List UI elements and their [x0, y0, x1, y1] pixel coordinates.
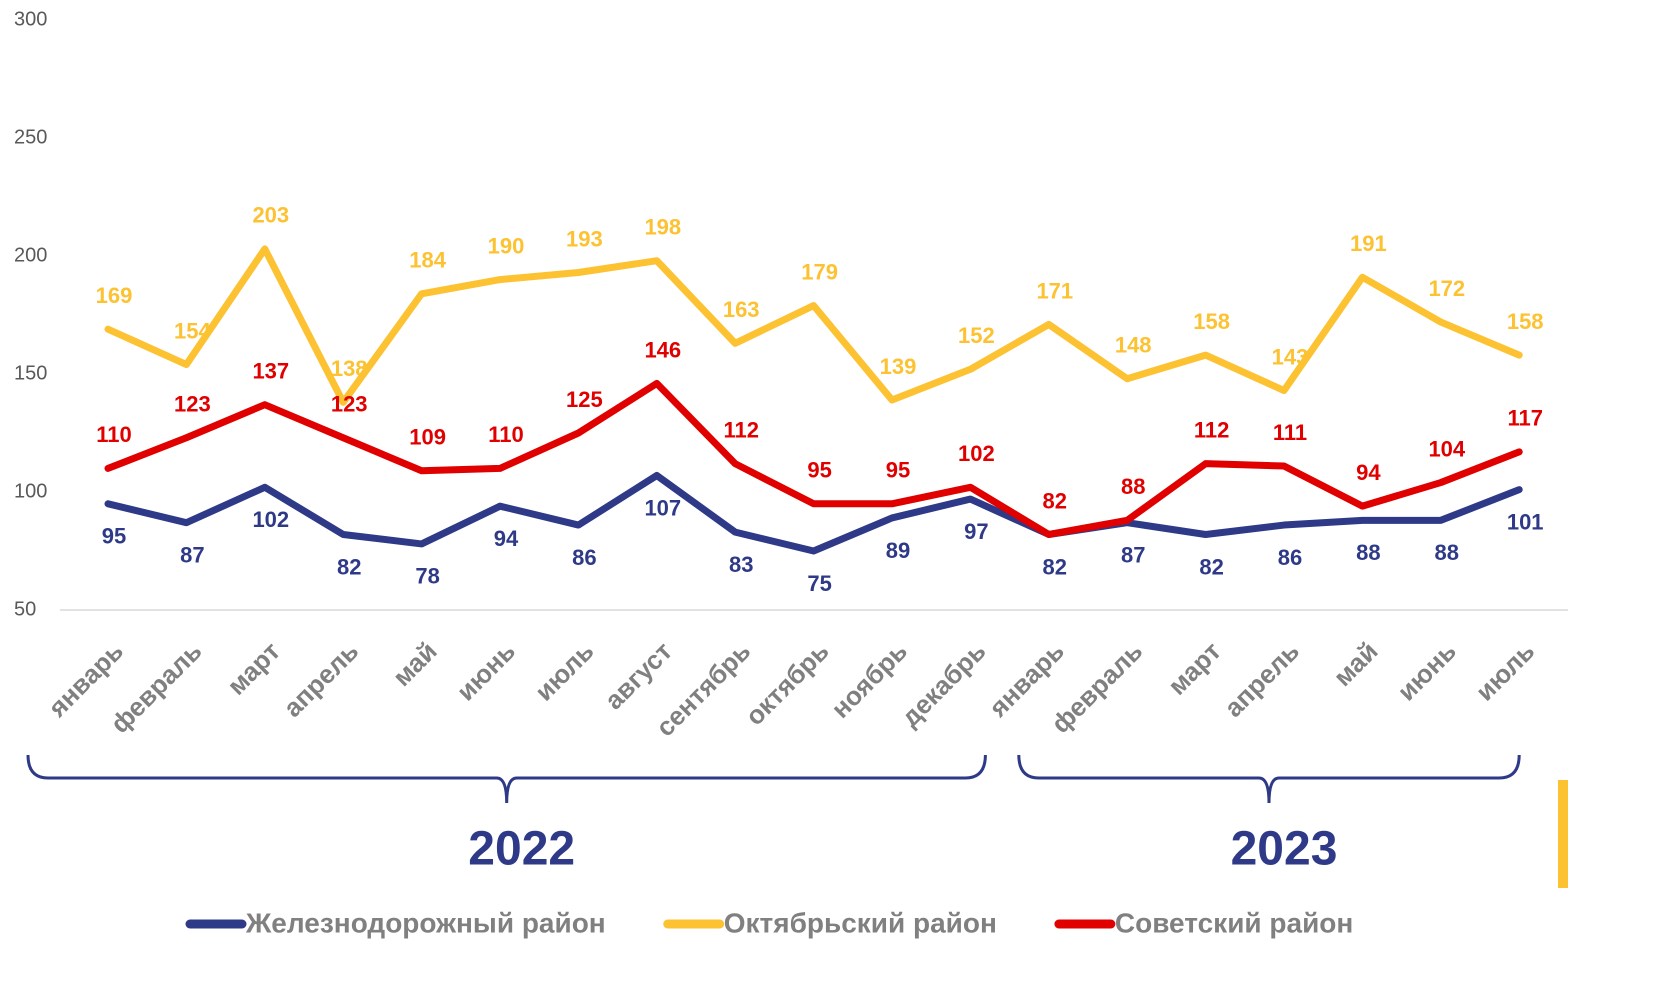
data-label: 193 [566, 226, 603, 251]
data-label: 87 [1121, 542, 1145, 567]
data-label: 86 [1278, 545, 1302, 570]
y-tick-label: 250 [14, 126, 47, 148]
data-label: 95 [886, 458, 910, 483]
x-tick-label: июнь [1391, 636, 1462, 707]
data-label: 94 [1356, 460, 1381, 485]
data-label: 125 [566, 387, 603, 412]
data-label: 110 [488, 422, 524, 447]
data-label: 82 [1199, 554, 1223, 579]
series-line [104, 379, 1523, 538]
data-label: 89 [886, 538, 910, 563]
data-label: 184 [409, 248, 446, 273]
data-label: 94 [494, 526, 519, 551]
data-label: 123 [174, 392, 211, 417]
x-tick-label: июль [1470, 636, 1541, 707]
x-tick-label: июль [529, 636, 600, 707]
data-label: 152 [958, 323, 995, 348]
data-label: 102 [252, 507, 289, 532]
data-label: 172 [1428, 276, 1465, 301]
data-label: 83 [729, 552, 753, 577]
data-label: 171 [1036, 278, 1073, 303]
data-label: 198 [644, 215, 681, 240]
data-label: 158 [1193, 309, 1230, 334]
legend-label: Советский район [1115, 907, 1353, 938]
x-tick-label: август [599, 636, 679, 716]
x-tick-label: март [1162, 636, 1227, 701]
data-label: 86 [572, 545, 596, 570]
data-label: 95 [102, 524, 126, 549]
data-label: 101 [1507, 509, 1544, 534]
data-label: 104 [1428, 436, 1465, 461]
data-label: 190 [488, 233, 525, 258]
data-label: 117 [1507, 406, 1543, 431]
data-label: 143 [1272, 344, 1309, 369]
data-label: 82 [337, 554, 361, 579]
data-label: 137 [252, 358, 289, 383]
data-label: 123 [331, 392, 368, 417]
x-tick-label: май [387, 636, 443, 692]
data-label: 88 [1356, 540, 1380, 565]
x-tick-label: октябрь [739, 636, 834, 731]
data-label: 87 [180, 542, 204, 567]
legend-label: Октябрьский район [724, 907, 997, 938]
data-label: 112 [1194, 417, 1230, 442]
data-label: 154 [174, 318, 211, 343]
data-label: 82 [1043, 554, 1067, 579]
data-label: 169 [96, 283, 133, 308]
data-label: 75 [807, 571, 831, 596]
data-label: 109 [409, 425, 446, 450]
data-label: 107 [644, 495, 681, 520]
x-tick-label: май [1327, 636, 1383, 692]
series-line [104, 245, 1523, 406]
group-brace [26, 754, 987, 804]
legend-label: Железнодорожный район [245, 907, 606, 938]
data-label: 146 [644, 337, 681, 362]
data-label: 88 [1435, 540, 1459, 565]
x-tick-label: март [221, 636, 286, 701]
y-tick-label: 300 [14, 8, 47, 30]
x-tick-label: апрель [1218, 636, 1305, 723]
data-label: 95 [807, 458, 831, 483]
x-tick-label: декабрь [895, 636, 991, 732]
data-label: 110 [96, 422, 132, 447]
data-label: 179 [801, 259, 838, 284]
y-tick-label: 50 [14, 598, 36, 620]
data-label: 148 [1115, 333, 1152, 358]
data-label: 203 [252, 203, 289, 228]
decoration-bar [1558, 780, 1568, 888]
data-label: 158 [1507, 309, 1544, 334]
y-tick-label: 150 [14, 362, 47, 384]
y-tick-label: 200 [14, 244, 47, 266]
group-brace [1017, 754, 1521, 804]
data-label: 88 [1121, 474, 1145, 499]
x-tick-label: апрель [277, 636, 364, 723]
data-label: 138 [331, 356, 368, 381]
data-label: 112 [723, 417, 759, 442]
data-label: 97 [964, 519, 988, 544]
data-label: 82 [1043, 488, 1067, 513]
group-label: 2023 [1231, 823, 1338, 876]
series-line [104, 471, 1523, 555]
group-label: 2022 [468, 823, 575, 876]
x-tick-label: июнь [450, 636, 521, 707]
data-label: 191 [1350, 231, 1387, 256]
data-label: 139 [880, 354, 917, 379]
data-label: 78 [415, 564, 439, 589]
data-label: 111 [1273, 420, 1307, 445]
y-tick-label: 100 [14, 480, 47, 502]
data-label: 163 [723, 297, 760, 322]
data-label: 102 [958, 441, 995, 466]
